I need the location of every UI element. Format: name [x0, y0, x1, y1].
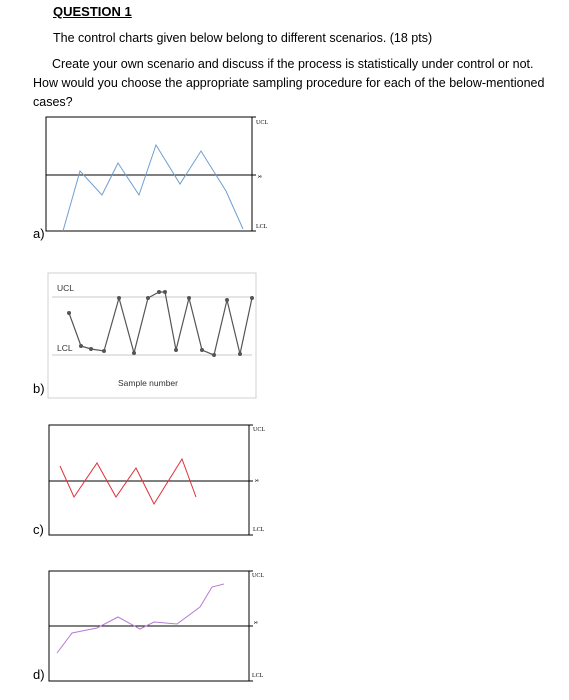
chart-b-points [67, 290, 254, 357]
chart-b-series [68, 291, 253, 356]
chart-c: UCL x̄ LCL [48, 424, 265, 536]
chart-c-label: c) [33, 522, 44, 537]
question-task: Create your own scenario and discuss if … [33, 57, 545, 109]
question-title: QUESTION 1 [53, 4, 132, 19]
chart-b: UCL LCL Sample number [47, 272, 257, 399]
chart-d-series [56, 583, 225, 654]
chart-d: UCL x̄ LCL [48, 570, 264, 682]
chart-c-ucl-label: UCL [253, 427, 265, 433]
chart-a-frame [45, 116, 253, 232]
chart-a-ucl-label: UCL [256, 120, 268, 126]
chart-b-ucl-label: UCL [57, 283, 74, 293]
chart-a-series [62, 143, 244, 232]
chart-d-ucl-label: UCL [252, 573, 264, 579]
chart-b-label: b) [33, 381, 45, 396]
chart-b-xlabel: Sample number [118, 378, 178, 388]
chart-c-frame [48, 424, 250, 536]
chart-c-center-label: x̄ [253, 479, 259, 482]
chart-a: UCL x̄ LCL [45, 116, 268, 232]
chart-d-label: d) [33, 667, 45, 682]
chart-c-series [59, 457, 197, 506]
chart-b-frame [47, 272, 257, 399]
chart-a-center-label: x̄ [256, 175, 262, 178]
chart-d-center-label: x̄ [252, 621, 258, 624]
chart-d-lcl-label: LCL [252, 673, 264, 679]
question-intro: The control charts given below belong to… [53, 31, 433, 45]
chart-c-lcl-label: LCL [253, 527, 265, 533]
chart-a-lcl-label: LCL [256, 224, 268, 230]
chart-b-lcl-label: LCL [57, 343, 73, 353]
chart-a-label: a) [33, 226, 45, 241]
